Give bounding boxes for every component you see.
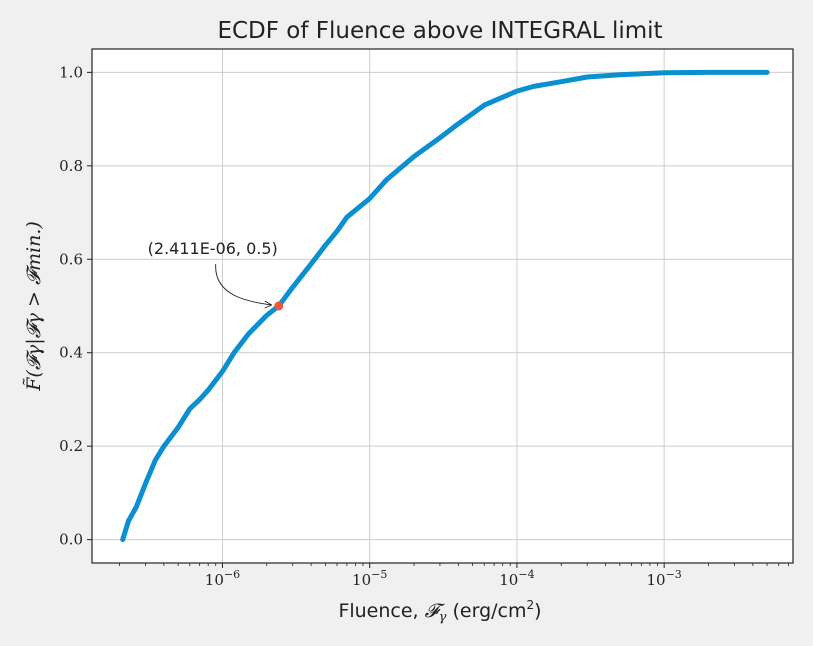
x-tick-exp: −5 xyxy=(371,568,387,581)
y-tick-label: 1.0 xyxy=(59,63,83,81)
plot-area xyxy=(92,49,793,563)
x-tick-exp: −4 xyxy=(518,568,534,581)
plot-frame xyxy=(91,48,794,564)
annotation-layer: (2.411E-06, 0.5) xyxy=(148,239,284,311)
y-axis-label: F̃(𝓕γ|𝓕γ > 𝓕min.) xyxy=(23,221,45,392)
ticks-layer: 10−6 10−5 10−4 10−30.00.20.40.60.81.0 xyxy=(59,63,789,589)
y-tick-label: 0.4 xyxy=(59,344,83,362)
x-tick-label: 10−3 xyxy=(647,568,682,589)
y-tick-label: 0.8 xyxy=(59,157,83,175)
annotation-label: (2.411E-06, 0.5) xyxy=(148,239,278,258)
median-point xyxy=(274,301,284,311)
y-tick-label: 0.0 xyxy=(59,531,83,549)
y-tick-label: 0.2 xyxy=(59,437,83,455)
annotation-arrowhead xyxy=(264,300,272,309)
x-axis-label: Fluence, 𝓕γ (erg/cm2) xyxy=(338,598,541,625)
y-tick-label: 0.6 xyxy=(59,250,83,268)
chart-title: ECDF of Fluence above INTEGRAL limit xyxy=(217,18,662,44)
x-axis-label-unit-close: ) xyxy=(534,600,541,622)
annotation-arrow xyxy=(215,263,272,306)
x-axis-label-text: Fluence, xyxy=(338,600,424,622)
x-axis-label-subscript: γ xyxy=(439,610,447,625)
x-tick-label: 10−5 xyxy=(352,568,387,589)
x-tick-label: 10−4 xyxy=(499,568,534,589)
x-tick-exp: −6 xyxy=(224,568,240,581)
series-layer xyxy=(120,69,770,543)
x-tick-base: 10 xyxy=(352,571,371,589)
x-tick-exp: −3 xyxy=(666,568,682,581)
x-tick-label: 10−6 xyxy=(205,568,240,589)
x-tick-base: 10 xyxy=(499,571,518,589)
x-tick-base: 10 xyxy=(647,571,666,589)
x-axis-label-unit-exp: 2 xyxy=(527,598,535,612)
x-tick-base: 10 xyxy=(205,571,224,589)
x-axis-label-unit: (erg/cm xyxy=(446,600,526,622)
ecdf-series-line xyxy=(120,69,770,543)
